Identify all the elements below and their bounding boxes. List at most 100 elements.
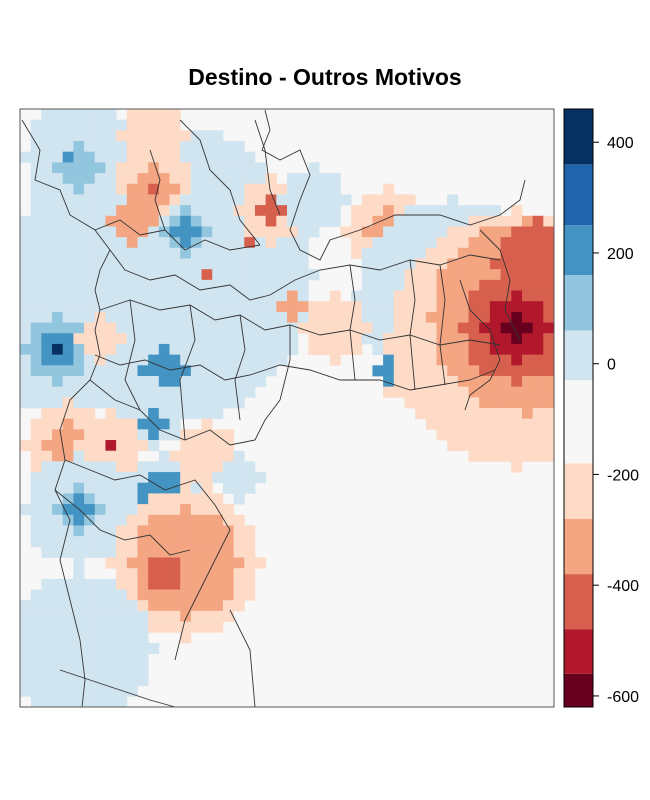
- heatmap-cell: [543, 375, 555, 388]
- heatmap-cell: [479, 258, 491, 270]
- heatmap-cell: [105, 215, 117, 227]
- heatmap-cell: [447, 322, 459, 334]
- heatmap-cell: [222, 322, 234, 334]
- heatmap-cell: [126, 162, 138, 174]
- heatmap-cell: [180, 461, 192, 473]
- heatmap-cell: [84, 696, 96, 708]
- heatmap-cell: [137, 162, 149, 174]
- heatmap-cell: [158, 151, 170, 163]
- heatmap-cell: [425, 333, 437, 345]
- heatmap-cell: [222, 354, 234, 366]
- heatmap-cell: [20, 237, 32, 249]
- heatmap-cell: [52, 450, 64, 462]
- heatmap-cell: [62, 290, 74, 302]
- heatmap-cell: [41, 440, 53, 452]
- heatmap-cell: [148, 183, 160, 195]
- heatmap-cell: [148, 173, 160, 185]
- heatmap-cell: [436, 343, 448, 356]
- heatmap-cell: [543, 418, 555, 430]
- heatmap-cell: [201, 343, 213, 356]
- heatmap-cell: [126, 141, 138, 153]
- heatmap-cell: [372, 290, 384, 302]
- heatmap-cell: [30, 674, 42, 687]
- heatmap-cell: [52, 600, 64, 612]
- heatmap-cell: [276, 205, 288, 217]
- heatmap-cell: [244, 247, 256, 259]
- heatmap-cell: [62, 418, 74, 430]
- heatmap-cell: [500, 258, 512, 270]
- heatmap-cell: [393, 290, 405, 302]
- heatmap-cell: [361, 311, 373, 323]
- heatmap-cell: [94, 610, 106, 622]
- heatmap-cell: [116, 386, 128, 398]
- heatmap-cell: [73, 493, 85, 505]
- heatmap-cell: [201, 269, 213, 281]
- heatmap-cell: [222, 226, 234, 238]
- heatmap-cell: [30, 354, 42, 366]
- heatmap-cell: [340, 343, 352, 356]
- heatmap-cell: [30, 536, 42, 548]
- heatmap-cell: [158, 418, 170, 430]
- heatmap-cell: [393, 386, 405, 398]
- heatmap-cell: [52, 290, 64, 302]
- heatmap-cell: [254, 247, 267, 259]
- heatmap-cell: [52, 375, 64, 388]
- heatmap-cell: [287, 194, 299, 206]
- heatmap-cell: [62, 440, 74, 452]
- heatmap-cell: [190, 536, 202, 548]
- heatmap-cell: [532, 215, 544, 227]
- heatmap-cell: [212, 589, 224, 601]
- heatmap-cell: [105, 194, 117, 206]
- heatmap-cell: [126, 279, 138, 291]
- heatmap-cell: [351, 311, 363, 323]
- heatmap-cell: [105, 621, 117, 633]
- heatmap-cell: [447, 429, 459, 441]
- boundary-south-edge: [59, 609, 256, 708]
- heatmap-cell: [94, 664, 106, 676]
- heatmap-cell: [479, 333, 491, 345]
- heatmap-cell: [158, 141, 170, 153]
- heatmap-cell: [393, 237, 405, 249]
- heatmap-cell: [126, 322, 138, 334]
- heatmap-cell: [41, 343, 53, 356]
- heatmap-cell: [190, 215, 202, 227]
- heatmap-cell: [116, 632, 128, 644]
- heatmap-cell: [158, 205, 170, 217]
- heatmap-cell: [479, 397, 491, 409]
- heatmap-cell: [41, 664, 53, 676]
- heatmap-cell: [180, 450, 192, 462]
- heatmap-cell: [415, 290, 427, 302]
- heatmap-cell: [372, 205, 384, 217]
- heatmap-cell: [190, 151, 202, 163]
- heatmap-cell: [94, 215, 106, 227]
- heatmap-cell: [20, 226, 32, 238]
- heatmap-cell: [190, 472, 202, 484]
- heatmap-cell: [126, 301, 138, 313]
- heatmap-cell: [543, 354, 555, 366]
- heatmap-cell: [148, 557, 160, 569]
- heatmap-cell: [148, 365, 160, 377]
- heatmap-cell: [222, 514, 234, 526]
- heatmap-cell: [297, 183, 309, 195]
- heatmap-cell: [201, 141, 213, 153]
- heatmap-cell: [287, 311, 299, 323]
- heatmap-cell: [244, 589, 256, 601]
- heatmap-cell: [126, 269, 138, 281]
- heatmap-cell: [73, 589, 85, 601]
- heatmap-cell: [137, 642, 149, 655]
- heatmap-cell: [254, 183, 267, 195]
- heatmap-cell: [276, 301, 288, 313]
- heatmap-cell: [244, 258, 256, 270]
- heatmap-cell: [521, 440, 534, 452]
- heatmap-cell: [297, 215, 309, 227]
- heatmap-cell: [190, 621, 202, 633]
- heatmap-cell: [116, 258, 128, 270]
- heatmap-cell: [73, 418, 85, 430]
- heatmap-cell: [212, 237, 224, 249]
- heatmap-cell: [511, 429, 523, 441]
- heatmap-cell: [212, 343, 224, 356]
- heatmap-cell: [190, 343, 202, 356]
- heatmap-cell: [94, 504, 106, 516]
- heatmap-cell: [62, 514, 74, 526]
- heatmap-cell: [244, 322, 256, 334]
